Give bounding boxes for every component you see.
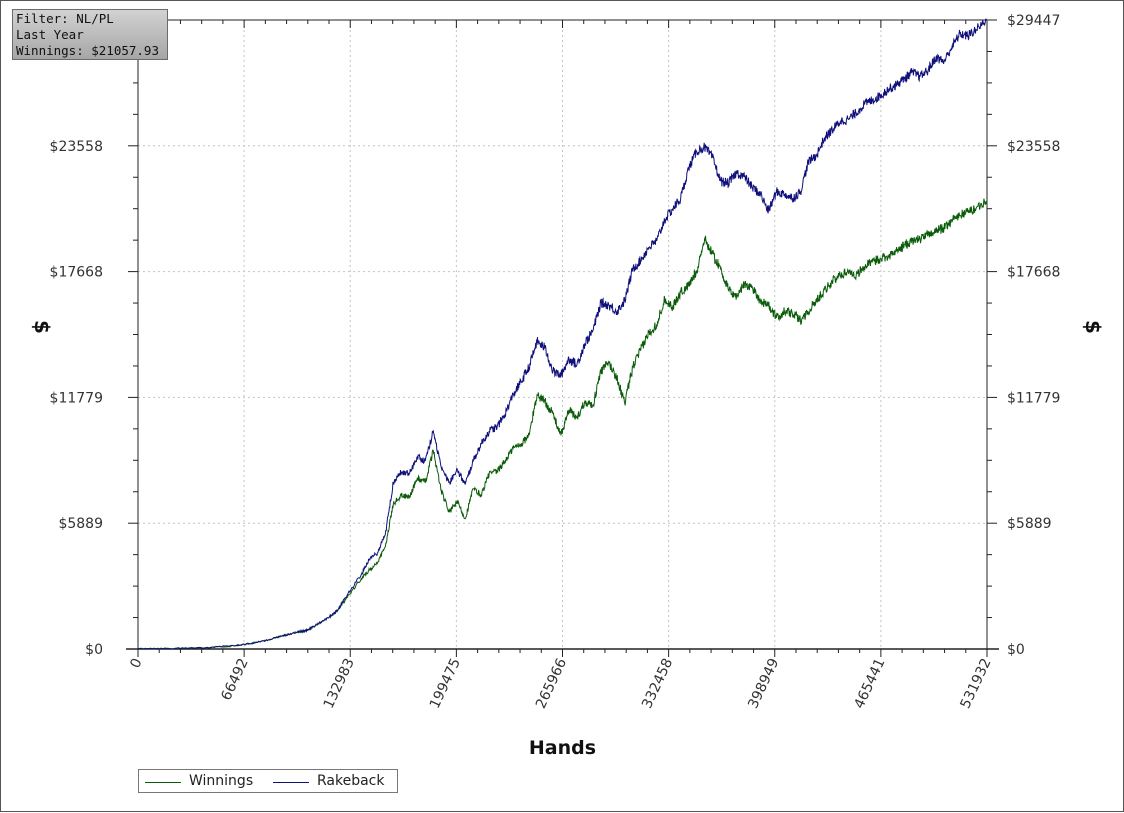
series-lines — [137, 18, 988, 650]
x-tick-label: 398949 — [745, 656, 782, 711]
y-tick-label-left: $11779 — [50, 390, 103, 406]
legend-swatch-winnings — [145, 782, 181, 783]
y-tick-label-left: $5889 — [58, 516, 103, 532]
x-tick-label: 132983 — [321, 656, 358, 711]
x-axis-title: Hands — [529, 737, 596, 759]
legend-label-rakeback: Rakeback — [317, 773, 385, 789]
y-tick-label-right: $5889 — [1007, 516, 1052, 532]
legend-label-winnings: Winnings — [189, 773, 254, 789]
winnings-total: Winnings: $21057.93 — [16, 43, 159, 58]
y-tick-label-left: $17668 — [50, 265, 103, 281]
x-tick-label: 199475 — [427, 656, 464, 711]
series-line-winnings — [137, 198, 988, 650]
period-label: Last Year — [16, 27, 84, 42]
legend: Winnings Rakeback — [138, 769, 398, 793]
y-tick-label-left: $0 — [85, 642, 103, 658]
y-axis-title-left: $ — [30, 320, 54, 334]
y-tick-label-right: $23558 — [1007, 139, 1060, 155]
x-tick-label: 531932 — [958, 656, 995, 711]
legend-swatch-rakeback — [273, 782, 309, 783]
series-line-rakeback — [137, 18, 988, 650]
filter-label: Filter: NL/PL — [16, 11, 114, 26]
x-tick-label: 66492 — [218, 656, 251, 703]
x-tick-label: 465441 — [851, 656, 888, 711]
grid — [138, 20, 987, 649]
y-tick-label-right: $11779 — [1007, 390, 1060, 406]
x-tick-label: 0 — [127, 656, 145, 671]
y-tick-label-right: $17668 — [1007, 265, 1060, 281]
x-tick-label: 332458 — [639, 656, 676, 711]
y-tick-label-right: $29447 — [1007, 13, 1060, 29]
y-tick-label-left: $23558 — [50, 139, 103, 155]
x-tick-label: 265966 — [533, 656, 570, 711]
y-axis-title-right: $ — [1081, 320, 1105, 334]
axes — [126, 19, 999, 657]
y-tick-label-right: $0 — [1007, 642, 1025, 658]
filter-info-box: Filter: NL/PL Last Year Winnings: $21057… — [12, 9, 168, 60]
